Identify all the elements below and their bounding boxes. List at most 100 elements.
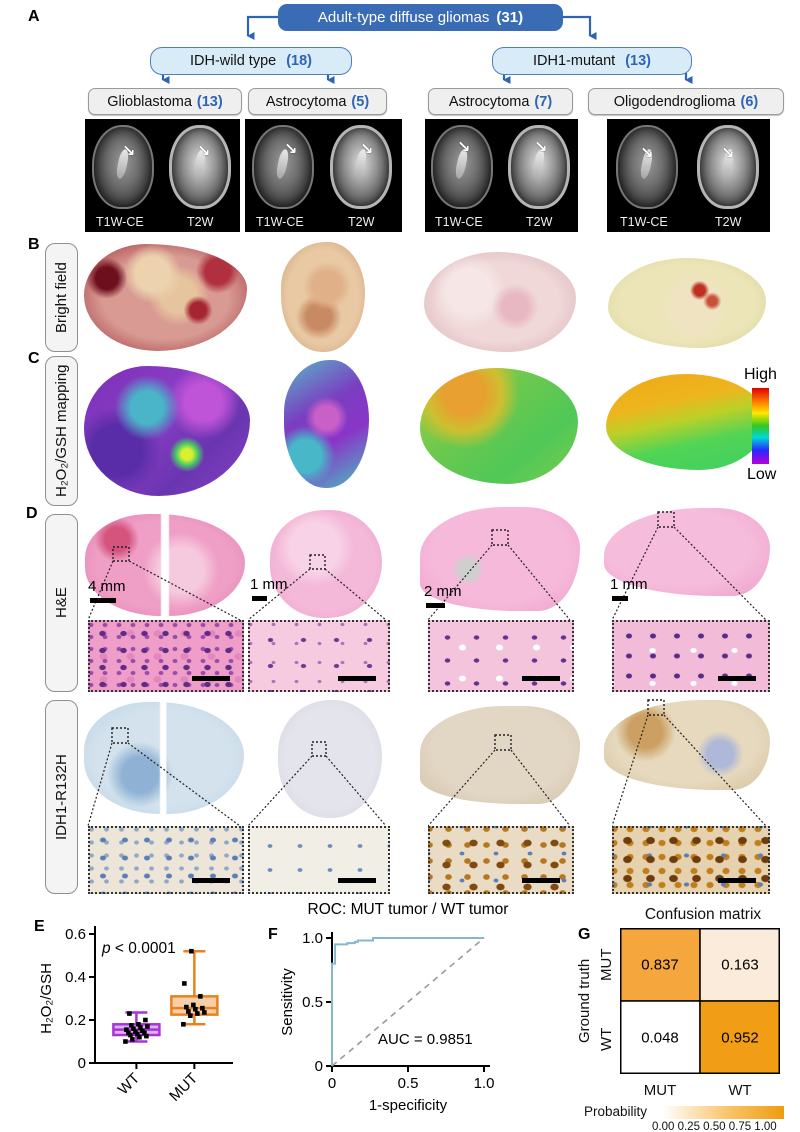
confusion-ylabel: Ground truth (576, 958, 593, 1044)
idh-inset-astrocytoma-5 (248, 826, 390, 894)
mri-panel-oligodendroglioma: ↘ ↘ T1W-CE T2W (607, 119, 770, 232)
lesion-arrow-icon: ↘ (721, 145, 735, 162)
mri-sequence-label: T2W (348, 215, 375, 229)
confusion-svg: 0.837 0.163 0.048 0.952 (620, 928, 780, 1074)
mri-sequence-label: T1W-CE (620, 215, 668, 229)
row-label-he: H&E (45, 514, 78, 692)
flow-l2-count: (13) (625, 53, 651, 69)
idh-inset-glioblastoma (88, 826, 244, 894)
flow-l2-label: IDH1-mutant (533, 53, 616, 69)
he-inset-oligodendroglioma (612, 620, 770, 692)
svg-text:0: 0 (315, 1058, 323, 1075)
flow-node-idh-wild: IDH-wild type (18) (150, 47, 352, 75)
mri-sequence-label: T2W (526, 215, 553, 229)
panel-letter-c: C (28, 350, 40, 367)
mri-panel-astrocytoma-5: ↘ ↘ T1W-CE T2W (245, 119, 402, 232)
idh-slide-glioblastoma (84, 702, 244, 814)
scale-label: 1 mm (610, 576, 648, 593)
scale-bar (426, 603, 445, 608)
inset-scale-bar (192, 878, 230, 883)
row-label-mapping: H₂O₂/GSH mapping (45, 356, 78, 506)
mri-image: ↘ (330, 125, 392, 209)
svg-text:1.0: 1.0 (302, 930, 323, 947)
lesion-arrow-icon: ↘ (122, 143, 136, 160)
flow-l2-count: (18) (286, 53, 312, 69)
mri-panel-astrocytoma-7: ↘ ↘ T1W-CE T2W (425, 119, 578, 232)
panel-letter-e: E (34, 918, 45, 935)
confusion-panel: Confusion matrix 0.837 0.163 0.048 0.952 MU… (576, 898, 800, 1132)
lesion-arrow-icon: ↘ (457, 139, 471, 156)
specimen-photo-glioblastoma (84, 244, 247, 351)
flow-node-idh-mutant: IDH1-mutant (13) (492, 47, 692, 75)
row-label-idh: IDH1-R132H (45, 700, 78, 894)
inset-scale-bar (718, 878, 756, 883)
inset-scale-bar (522, 676, 560, 681)
heatmap-image-oligodendroglioma (606, 374, 766, 470)
lesion-arrow-icon: ↘ (534, 139, 548, 156)
mri-image: ↘ (169, 125, 231, 209)
lesion-arrow-icon: ↘ (640, 145, 654, 162)
probability-colorbar (662, 1106, 784, 1119)
flow-node-astrocytoma-7: Astrocytoma (7) (428, 88, 573, 115)
he-inset-glioblastoma (88, 620, 244, 692)
inset-scale-bar (192, 676, 230, 681)
svg-text:1.0: 1.0 (474, 1075, 495, 1092)
panel-letter-g: G (578, 926, 591, 943)
flow-l3-count: (13) (196, 93, 223, 110)
probability-colorbar-ticks: 0.00 0.25 0.50 0.75 1.00 (652, 1121, 777, 1132)
svg-text:0.5: 0.5 (302, 994, 323, 1011)
inset-scale-bar (338, 878, 376, 883)
mri-image: ↘ (431, 125, 493, 209)
he-inset-astrocytoma-7 (428, 620, 574, 692)
boxplot-svg: 0 0.2 0.4 0.6 WT MUT p < 0.0001 H₂O₂/GSH (38, 926, 233, 1105)
flow-l3-count: (6) (740, 93, 759, 110)
mri-image: ↘ (92, 125, 154, 209)
svg-text:0.837: 0.837 (641, 957, 679, 974)
flow-node-astrocytoma-5: Astrocytoma (5) (248, 88, 387, 115)
mri-image: ↘ (508, 125, 570, 209)
flow-node-oligodendroglioma: Oligodendroglioma (6) (588, 88, 784, 115)
scale-label: 1 mm (250, 576, 288, 593)
svg-text:0.163: 0.163 (721, 957, 759, 974)
flow-l3-label: Oligodendroglioma (613, 93, 736, 110)
scale-bar (90, 598, 116, 603)
flow-root-count: (31) (496, 9, 524, 26)
svg-text:0.4: 0.4 (65, 969, 86, 986)
scale-bar (612, 596, 628, 601)
lesion-arrow-icon: ↘ (360, 141, 374, 158)
heatmap-image-astrocytoma-7 (420, 368, 578, 484)
heatmap-image-astrocytoma-5 (284, 360, 369, 488)
mri-panel-glioblastoma: ↘ ↘ T1W-CE T2W (85, 119, 240, 232)
panel-letter-f: F (268, 926, 278, 943)
svg-text:p < 0.0001: p < 0.0001 (101, 940, 176, 957)
flow-l3-label: Glioblastoma (107, 93, 192, 110)
mri-sequence-label: T2W (715, 215, 742, 229)
flow-root-label: Adult-type diffuse gliomas (317, 9, 490, 26)
lesion-arrow-icon: ↘ (284, 141, 298, 158)
inset-scale-bar (338, 676, 376, 681)
svg-text:H₂O₂/GSH: H₂O₂/GSH (38, 963, 55, 1034)
mri-sequence-label: T1W-CE (435, 215, 483, 229)
svg-text:WT: WT (115, 1070, 144, 1099)
confusion-row-label-mut: MUT (598, 948, 615, 982)
panel-letter-a: A (28, 8, 40, 25)
colorbar-high-label: High (744, 366, 777, 383)
row-label-bright-field: Bright field (45, 243, 78, 352)
mri-image: ↘ (697, 125, 759, 209)
he-slide-astrocytoma-5 (270, 510, 382, 618)
mri-sequence-label: T1W-CE (256, 215, 304, 229)
mri-image: ↘ (616, 125, 678, 209)
colorbar-low-label: Low (747, 466, 777, 483)
scale-bar (252, 596, 267, 601)
idh-slide-astrocytoma-7 (420, 706, 580, 804)
flow-l3-count: (5) (351, 93, 370, 110)
specimen-photo-astrocytoma-7 (424, 252, 576, 352)
idh-slide-oligodendroglioma (604, 700, 770, 790)
svg-text:AUC = 0.9851: AUC = 0.9851 (378, 1031, 473, 1048)
specimen-photo-oligodendroglioma (608, 258, 766, 348)
idh-slide-astrocytoma-5 (278, 700, 382, 818)
lesion-arrow-icon: ↘ (197, 143, 211, 160)
svg-text:0: 0 (328, 1075, 336, 1092)
mri-image: ↘ (252, 125, 314, 209)
